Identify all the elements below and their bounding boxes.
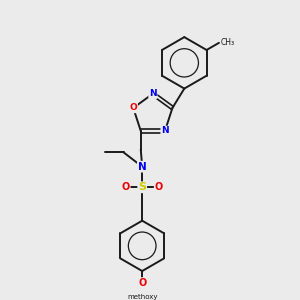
Text: O: O	[122, 182, 130, 192]
Text: N: N	[138, 162, 147, 172]
Text: methoxy: methoxy	[127, 294, 158, 300]
Text: S: S	[138, 182, 146, 192]
Text: O: O	[138, 278, 146, 288]
Text: N: N	[149, 89, 157, 98]
Text: O: O	[154, 182, 163, 192]
Text: N: N	[161, 127, 169, 136]
Text: CH₃: CH₃	[220, 38, 235, 47]
Text: O: O	[129, 103, 137, 112]
